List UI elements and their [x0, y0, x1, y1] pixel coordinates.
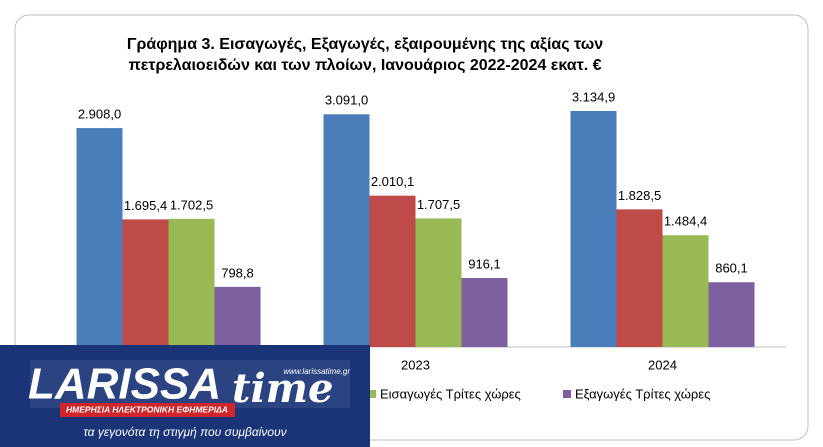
chart-title: Γράφημα 3. Εισαγωγές, Εξαγωγές, εξαιρουμ… — [127, 36, 603, 53]
bar — [214, 286, 261, 347]
bar — [616, 209, 663, 347]
legend-swatch — [563, 390, 571, 398]
logo-slogan: τα γεγονότα τη στιγμή που συμβαίνουν — [83, 425, 286, 439]
data-label: 1.695,4 — [124, 198, 167, 213]
chart-subtitle: πετρελαιοειδών και των πλοίων, Ιανουάριο… — [128, 57, 601, 74]
data-label: 1.484,4 — [664, 214, 707, 229]
logo-brand: LARISSA — [28, 360, 221, 409]
bar — [76, 128, 123, 347]
bar — [323, 114, 370, 347]
data-label: 1.707,5 — [417, 197, 460, 212]
bar — [570, 111, 617, 347]
x-tick-label: 2024 — [648, 357, 677, 372]
watermark: LARISSA time www.larissatime.gr ΗΜΕΡΗΣΙΑ… — [0, 345, 370, 447]
data-label: 1.702,5 — [170, 197, 213, 212]
bar — [662, 235, 709, 347]
logo-band — [60, 403, 235, 417]
x-tick-label: 2023 — [401, 357, 430, 372]
data-label: 1.828,5 — [618, 188, 661, 203]
legend-label: Εξαγωγές Τρίτες χώρες — [575, 386, 710, 401]
data-label: 2.908,0 — [78, 107, 121, 122]
data-label: 798,8 — [221, 265, 254, 280]
plot: 2.908,0 1.695,4 1.702,5 798,8 2023 3.091,0 2.0… — [45, 89, 786, 401]
data-label: 3.134,9 — [572, 89, 615, 104]
logo-url: www.larissatime.gr — [283, 367, 350, 376]
legend-swatch — [368, 390, 376, 398]
bar — [415, 218, 462, 347]
logo-brand2: time — [232, 365, 333, 412]
data-label: 916,1 — [468, 256, 501, 271]
data-label: 2.010,1 — [371, 174, 414, 189]
bar — [168, 218, 215, 347]
data-label: 860,1 — [715, 261, 748, 276]
bar — [708, 282, 755, 347]
logo-bg — [0, 345, 370, 447]
bar — [122, 219, 169, 347]
bar — [369, 195, 416, 347]
data-label: 3.091,0 — [325, 93, 368, 108]
bar — [461, 278, 508, 347]
legend-label: Εισαγωγές Τρίτες χώρες — [380, 386, 521, 401]
logo-tagline: ΗΜΕΡΗΣΙΑ ΗΛΕΚΤΡΟΝΙΚΗ ΕΦΗΜΕΡΙΔΑ — [66, 404, 228, 414]
logo-panel — [30, 360, 350, 408]
